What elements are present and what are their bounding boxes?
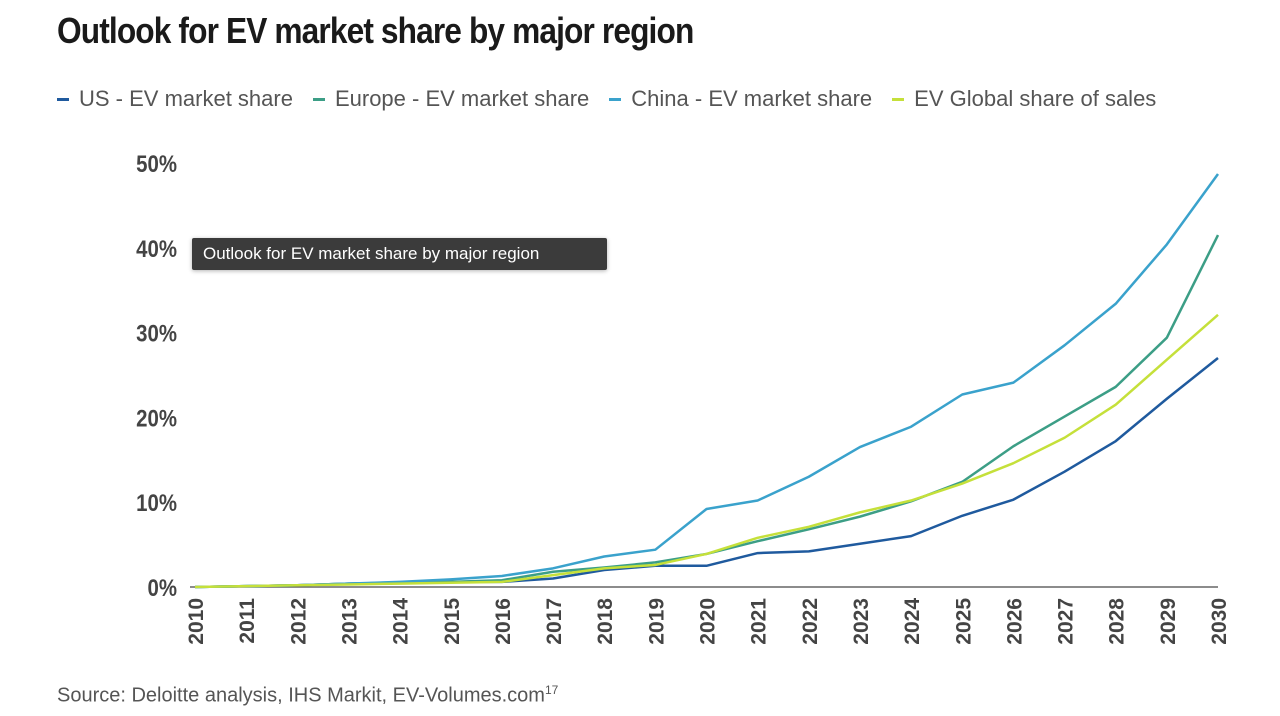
x-tick-label: 2016 — [492, 598, 515, 645]
series-line-1 — [194, 234, 1220, 589]
x-tick-label: 2024 — [901, 598, 924, 645]
series-line-3 — [194, 313, 1219, 589]
legend-item: Europe - EV market share — [312, 86, 590, 112]
x-tick-label: 2015 — [441, 598, 464, 645]
x-tick-label: 2012 — [287, 598, 310, 645]
legend-swatch — [57, 97, 69, 101]
x-tick-label: 2017 — [543, 598, 566, 645]
series-line-2 — [194, 173, 1220, 589]
tooltip: Outlook for EV market share by major reg… — [192, 238, 607, 270]
y-tick-label: 20% — [136, 405, 177, 432]
source-note: Source: Deloitte analysis, IHS Markit, E… — [57, 683, 558, 708]
x-tick-label: 2022 — [799, 598, 822, 645]
legend-label: Europe - EV market share — [334, 86, 590, 111]
x-tick-label: 2019 — [645, 598, 668, 645]
legend-label: China - EV market share — [631, 86, 873, 111]
legend-item: China - EV market share — [609, 86, 872, 112]
y-tick-label: 10% — [136, 490, 177, 517]
y-tick-label: 30% — [136, 320, 177, 347]
source-footnote: 17 — [544, 683, 559, 697]
x-tick-label: 2018 — [594, 598, 617, 645]
x-tick-label: 2028 — [1106, 598, 1129, 645]
x-tick-label: 2010 — [185, 598, 208, 645]
x-tick-label: 2027 — [1055, 598, 1078, 645]
legend-label: US - EV market share — [79, 86, 293, 111]
chart-title: Outlook for EV market share by major reg… — [57, 10, 694, 51]
x-tick-label: 2014 — [390, 598, 413, 645]
y-tick-label: 40% — [136, 235, 177, 262]
legend: US - EV market share Europe - EV market s… — [57, 86, 1156, 112]
y-tick-label: 0% — [148, 574, 178, 601]
x-tick-label: 2011 — [236, 598, 259, 644]
legend-swatch — [312, 97, 325, 101]
y-tick-label: 50% — [136, 150, 177, 177]
source-text: Source: Deloitte analysis, IHS Markit, E… — [57, 684, 545, 707]
x-tick-label: 2021 — [748, 598, 771, 645]
x-tick-label: 2030 — [1208, 598, 1231, 645]
x-tick-label: 2026 — [1003, 598, 1026, 645]
legend-swatch — [892, 97, 905, 101]
x-tick-label: 2020 — [697, 598, 720, 645]
x-tick-label: 2029 — [1157, 598, 1180, 645]
legend-swatch — [609, 97, 622, 101]
legend-label: EV Global share of sales — [914, 86, 1157, 111]
legend-item: EV Global share of sales — [892, 86, 1156, 112]
x-tick-label: 2023 — [850, 598, 873, 645]
x-tick-label: 2025 — [952, 598, 975, 645]
x-tick-label: 2013 — [338, 598, 361, 645]
legend-item: US - EV market share — [57, 86, 293, 112]
